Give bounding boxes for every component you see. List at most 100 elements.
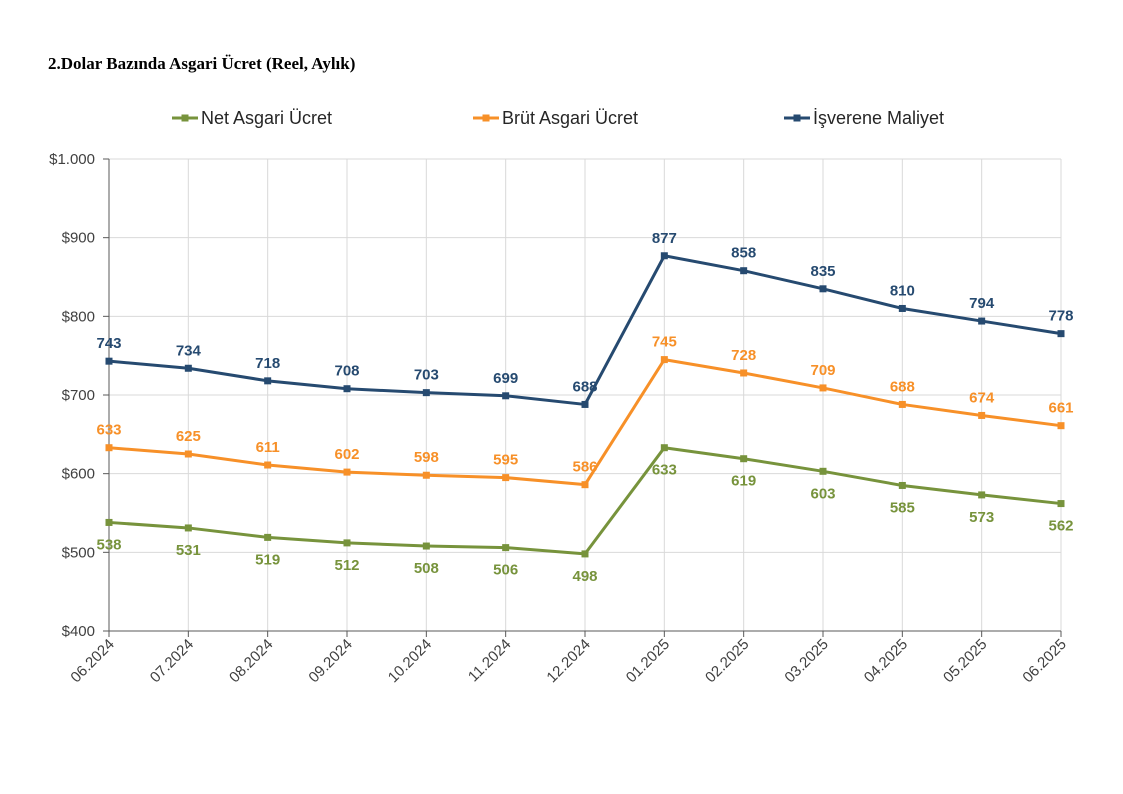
legend-item: Net Asgari Ücret xyxy=(172,108,332,128)
data-label: 586 xyxy=(572,459,597,476)
data-label: 506 xyxy=(493,562,518,579)
data-label: 688 xyxy=(572,378,597,395)
legend: Net Asgari Ücret Brüt Asgari Ücret İşveren… xyxy=(172,108,944,128)
x-tick-label: 09.2024 xyxy=(305,636,355,686)
x-tick-label: 12.2024 xyxy=(543,636,593,686)
y-tick-label: $400 xyxy=(62,623,95,640)
data-point xyxy=(184,450,192,458)
data-point xyxy=(660,356,668,364)
legend-label: Net Asgari Ücret xyxy=(201,108,332,128)
data-label: 538 xyxy=(96,536,121,553)
data-point xyxy=(740,369,748,377)
data-label: 603 xyxy=(810,485,835,502)
data-label: 611 xyxy=(256,439,280,456)
x-tick-label: 07.2024 xyxy=(147,636,197,686)
chart-title: 2.Dolar Bazında Asgari Ücret (Reel, Aylı… xyxy=(48,54,356,73)
data-point xyxy=(184,524,192,532)
data-label: 728 xyxy=(731,347,756,364)
data-point xyxy=(343,468,351,476)
data-point xyxy=(581,400,589,408)
data-point xyxy=(819,467,827,475)
data-label: 743 xyxy=(96,335,121,352)
data-label: 709 xyxy=(810,362,835,379)
data-label: 633 xyxy=(652,462,677,479)
data-point xyxy=(581,550,589,558)
series-0 xyxy=(105,444,1065,558)
data-label: 835 xyxy=(810,263,835,280)
x-tick-label: 10.2024 xyxy=(385,636,435,686)
data-point xyxy=(898,481,906,489)
y-tick-label: $500 xyxy=(62,544,95,561)
data-point xyxy=(819,285,827,293)
x-tick-label: 08.2024 xyxy=(226,636,276,686)
data-point xyxy=(105,357,113,365)
data-label: 674 xyxy=(969,389,995,406)
data-point xyxy=(502,392,510,400)
data-point xyxy=(740,455,748,463)
data-labels: 538 531 519 512 508 506 498 633 619 603 585 573 562 6… xyxy=(96,230,1073,585)
data-label: 498 xyxy=(572,568,597,585)
data-label: 794 xyxy=(969,295,995,312)
legend-label: Brüt Asgari Ücret xyxy=(502,108,638,128)
legend-marker xyxy=(181,114,189,122)
series-1 xyxy=(105,356,1065,489)
x-tick-label: 06.2025 xyxy=(1019,636,1069,686)
x-tick-label: 11.2024 xyxy=(465,636,515,686)
data-label: 531 xyxy=(176,542,201,559)
data-point xyxy=(105,444,113,452)
data-label: 562 xyxy=(1048,518,1073,535)
data-label: 810 xyxy=(890,282,915,299)
grid-lines xyxy=(109,158,1062,632)
data-point xyxy=(978,317,986,325)
data-label: 745 xyxy=(652,334,677,351)
legend-item: Brüt Asgari Ücret xyxy=(473,108,638,128)
data-label: 708 xyxy=(334,363,359,380)
data-label: 734 xyxy=(176,342,202,359)
data-point xyxy=(502,474,510,482)
data-label: 512 xyxy=(334,557,359,574)
data-label: 602 xyxy=(334,446,359,463)
data-point xyxy=(184,364,192,372)
y-tick-label: $800 xyxy=(62,308,95,325)
data-point xyxy=(1057,500,1065,508)
y-tick-label: $900 xyxy=(62,230,95,247)
data-label: 625 xyxy=(176,428,201,445)
x-tick-label: 04.2025 xyxy=(861,636,911,686)
data-point xyxy=(105,518,113,526)
data-point xyxy=(422,542,430,550)
x-axis-ticks: 06.2024 07.2024 08.2024 09.2024 10.2024 11.20… xyxy=(67,636,1069,686)
data-label: 633 xyxy=(96,422,121,439)
data-point xyxy=(343,385,351,393)
data-point xyxy=(502,544,510,552)
series-2 xyxy=(105,252,1065,408)
data-point xyxy=(740,267,748,275)
data-label: 718 xyxy=(255,355,280,372)
y-tick-label: $700 xyxy=(62,387,95,404)
data-point xyxy=(898,400,906,408)
data-point xyxy=(978,491,986,499)
data-point xyxy=(264,461,272,469)
data-point xyxy=(660,444,668,452)
data-point xyxy=(978,411,986,419)
data-point xyxy=(1057,422,1065,430)
data-label: 508 xyxy=(414,560,439,577)
y-tick-label: $600 xyxy=(62,466,95,483)
x-tick-label: 05.2025 xyxy=(940,636,990,686)
legend-marker xyxy=(793,114,801,122)
data-label: 778 xyxy=(1048,308,1073,325)
y-tick-label: $1.000 xyxy=(49,151,95,168)
data-label: 703 xyxy=(414,367,439,384)
data-point xyxy=(898,304,906,312)
data-label: 519 xyxy=(255,551,280,568)
data-label: 585 xyxy=(890,499,915,516)
legend-item: İşverene Maliyet xyxy=(784,108,944,128)
series-group xyxy=(105,252,1065,558)
data-point xyxy=(1057,330,1065,338)
data-label: 598 xyxy=(414,449,439,466)
data-label: 661 xyxy=(1048,400,1073,417)
data-label: 699 xyxy=(493,370,518,387)
data-label: 877 xyxy=(652,230,677,247)
data-label: 688 xyxy=(890,378,915,395)
legend-marker xyxy=(482,114,490,122)
